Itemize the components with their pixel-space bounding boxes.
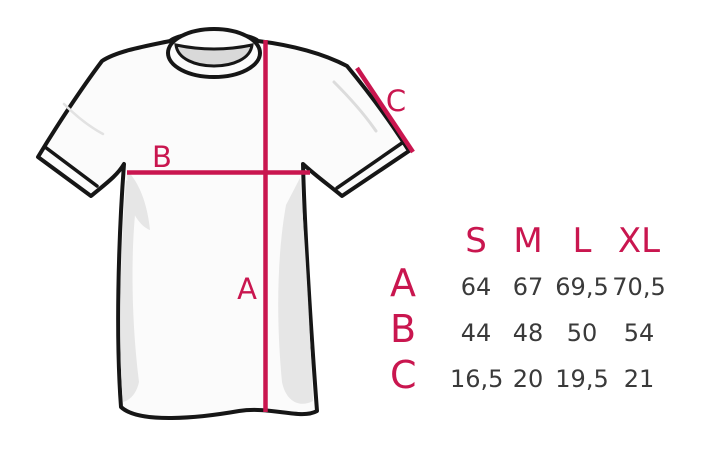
row-label-c: C bbox=[390, 353, 417, 397]
collar-inner bbox=[174, 43, 254, 68]
size-value-a-s: 64 bbox=[460, 273, 492, 301]
tshirt-diagram: A B C bbox=[36, 27, 415, 420]
size-value-c-m: 20 bbox=[512, 365, 544, 393]
measurement-label-c: C bbox=[386, 84, 406, 118]
size-value-c-xl: 21 bbox=[623, 365, 655, 393]
size-chart: S M L XL A 64 67 69,5 70,5 B 44 48 50 54… bbox=[388, 218, 668, 402]
measurement-label-a: A bbox=[237, 272, 257, 306]
right-cuff-seam bbox=[335, 141, 404, 190]
left-body-shade bbox=[120, 180, 139, 402]
size-header-s: S bbox=[465, 221, 487, 261]
right-sleeve-crease bbox=[332, 80, 378, 133]
size-value-b-l: 50 bbox=[566, 319, 598, 347]
row-label-b: B bbox=[390, 307, 417, 351]
size-value-a-m: 67 bbox=[512, 273, 544, 301]
size-value-a-l: 69,5 bbox=[555, 273, 609, 301]
size-header-l: L bbox=[572, 221, 592, 261]
left-sleeve-crease bbox=[62, 102, 105, 136]
left-cuff-seam bbox=[43, 145, 99, 188]
size-header-xl: XL bbox=[617, 221, 661, 261]
size-value-a-xl: 70,5 bbox=[612, 273, 666, 301]
size-value-b-s: 44 bbox=[460, 319, 492, 347]
size-value-b-m: 48 bbox=[512, 319, 544, 347]
size-value-c-s: 16,5 bbox=[450, 365, 504, 393]
right-body-shade bbox=[278, 178, 313, 404]
row-label-a: A bbox=[390, 261, 416, 305]
tshirt-outline bbox=[36, 30, 411, 420]
measurement-label-b: B bbox=[152, 140, 172, 174]
size-header-m: M bbox=[513, 221, 543, 261]
size-value-c-l: 19,5 bbox=[555, 365, 609, 393]
measurement-line-c bbox=[355, 66, 415, 154]
size-value-b-xl: 54 bbox=[623, 319, 655, 347]
left-armpit-shade bbox=[127, 170, 150, 230]
